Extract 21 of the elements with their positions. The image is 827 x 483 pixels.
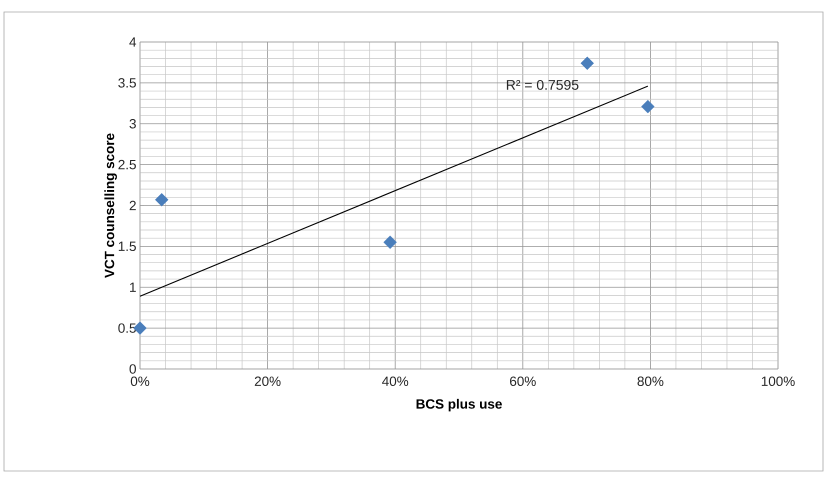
x-tick-label: 100% [762, 376, 795, 386]
y-tick-label: 1.5 [118, 242, 136, 252]
y-tick-label: 3.5 [118, 78, 136, 88]
x-tick-label: 20% [254, 376, 281, 386]
point [154, 193, 168, 206]
annotation: R² = 0.7595 [506, 80, 578, 90]
y-tick-label: 4 [129, 37, 136, 47]
y-tick-label: 1 [130, 282, 136, 292]
point [580, 56, 594, 70]
x-tick-label: 80% [638, 376, 664, 386]
y-tick-label: 3 [130, 118, 136, 128]
x-tick-label: 60% [510, 376, 536, 386]
x-axis-title: BCS plus use [416, 398, 502, 412]
y-axis-title: VCT counselling score [104, 133, 117, 278]
y-tick-label: 0 [130, 364, 136, 374]
x-tick-label: 0% [130, 376, 150, 386]
x-tick-label: 40% [382, 376, 408, 386]
point [383, 236, 397, 249]
y-tick-label: 2.5 [118, 160, 136, 170]
y-tick-label: 2 [130, 200, 136, 210]
point [641, 100, 655, 114]
